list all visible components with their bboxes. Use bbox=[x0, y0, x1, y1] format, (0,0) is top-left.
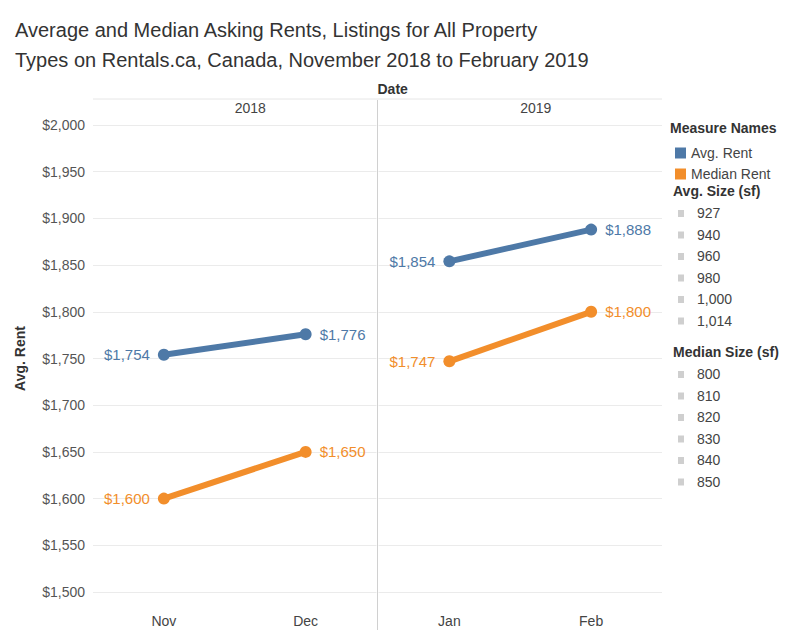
svg-text:$1,900: $1,900 bbox=[42, 210, 85, 226]
svg-text:$1,550: $1,550 bbox=[42, 537, 85, 553]
svg-text:$1,700: $1,700 bbox=[42, 397, 85, 413]
svg-text:$1,650: $1,650 bbox=[320, 443, 366, 460]
svg-text:$1,776: $1,776 bbox=[320, 326, 366, 343]
svg-text:940: 940 bbox=[697, 227, 721, 243]
svg-text:Avg. Rent: Avg. Rent bbox=[691, 145, 752, 161]
svg-text:850: 850 bbox=[697, 474, 721, 490]
svg-text:$1,650: $1,650 bbox=[42, 444, 85, 460]
svg-text:830: 830 bbox=[697, 431, 721, 447]
svg-text:Jan: Jan bbox=[438, 613, 461, 629]
svg-text:820: 820 bbox=[697, 409, 721, 425]
svg-text:$1,500: $1,500 bbox=[42, 584, 85, 600]
svg-text:960: 960 bbox=[697, 248, 721, 264]
svg-text:Nov: Nov bbox=[151, 613, 176, 629]
svg-text:Feb: Feb bbox=[579, 613, 603, 629]
svg-text:1,000: 1,000 bbox=[697, 291, 732, 307]
svg-text:810: 810 bbox=[697, 388, 721, 404]
svg-text:2019: 2019 bbox=[520, 100, 551, 116]
svg-text:Avg. Size (sf): Avg. Size (sf) bbox=[673, 183, 760, 199]
svg-text:$2,000: $2,000 bbox=[42, 117, 85, 133]
svg-text:1,014: 1,014 bbox=[697, 313, 732, 329]
svg-text:Measure Names: Measure Names bbox=[670, 120, 777, 136]
svg-text:$1,800: $1,800 bbox=[42, 304, 85, 320]
svg-text:$1,854: $1,854 bbox=[389, 253, 435, 270]
svg-text:$1,747: $1,747 bbox=[389, 353, 435, 370]
svg-text:$1,850: $1,850 bbox=[42, 257, 85, 273]
svg-text:980: 980 bbox=[697, 270, 721, 286]
svg-text:Median Size (sf): Median Size (sf) bbox=[673, 344, 779, 360]
svg-text:$1,754: $1,754 bbox=[104, 346, 150, 363]
svg-text:Median Rent: Median Rent bbox=[691, 166, 770, 182]
svg-text:Average and Median Asking Rent: Average and Median Asking Rents, Listing… bbox=[15, 19, 537, 41]
svg-text:$1,888: $1,888 bbox=[605, 221, 651, 238]
svg-text:$1,750: $1,750 bbox=[42, 351, 85, 367]
svg-text:800: 800 bbox=[697, 366, 721, 382]
svg-text:$1,600: $1,600 bbox=[42, 491, 85, 507]
svg-text:Types on Rentals.ca, Canada, N: Types on Rentals.ca, Canada, November 20… bbox=[15, 49, 589, 71]
svg-text:2018: 2018 bbox=[235, 100, 266, 116]
svg-text:840: 840 bbox=[697, 452, 721, 468]
svg-text:$1,800: $1,800 bbox=[605, 303, 651, 320]
svg-text:Dec: Dec bbox=[293, 613, 318, 629]
svg-text:$1,600: $1,600 bbox=[104, 490, 150, 507]
svg-text:Avg. Rent: Avg. Rent bbox=[12, 326, 28, 391]
svg-text:$1,950: $1,950 bbox=[42, 164, 85, 180]
svg-text:927: 927 bbox=[697, 205, 721, 221]
svg-text:Date: Date bbox=[377, 81, 408, 97]
